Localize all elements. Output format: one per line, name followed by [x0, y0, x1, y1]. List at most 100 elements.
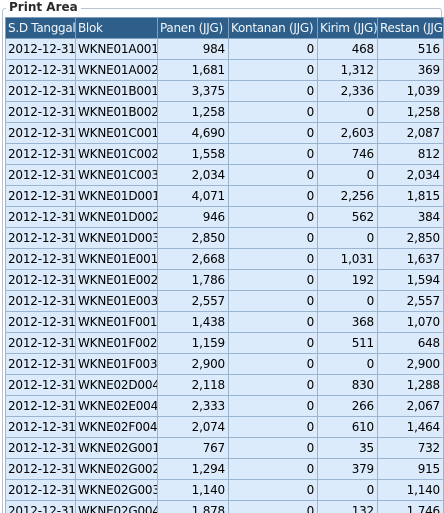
table-row[interactable]: 2012-12-31 WKNE01F002 1,159 0 511 648 — [5, 332, 444, 354]
cell-kirim: 0 — [317, 101, 378, 123]
cell-blok: WKNE01E003 — [75, 290, 158, 312]
table-row[interactable]: 2012-12-31 WKNE02G002 1,294 0 379 915 — [5, 458, 444, 480]
table-row[interactable]: 2012-12-31 WKNE01D003 2,850 0 0 2,850 — [5, 227, 444, 249]
cell-kontanan: 0 — [228, 500, 318, 513]
cell-kirim: 468 — [317, 38, 378, 60]
cell-sd-tanggal: 2012-12-31 — [5, 143, 76, 165]
table-row[interactable]: 2012-12-31 WKNE02G001 767 0 35 732 — [5, 437, 444, 459]
cell-restan: 732 — [377, 437, 444, 459]
cell-blok: WKNE01E001 — [75, 248, 158, 270]
column-header-kontanan[interactable]: Kontanan (JJG) — [228, 17, 318, 39]
table-row[interactable]: 2012-12-31 WKNE01C001 4,690 0 2,603 2,087 — [5, 122, 444, 144]
table-row[interactable]: 2012-12-31 WKNE01A002 1,681 0 1,312 369 — [5, 59, 444, 81]
table-row[interactable]: 2012-12-31 WKNE01F003 2,900 0 0 2,900 — [5, 353, 444, 375]
table-row[interactable]: 2012-12-31 WKNE02E004 2,333 0 266 2,067 — [5, 395, 444, 417]
table-row[interactable]: 2012-12-31 WKNE01C003 2,034 0 0 2,034 — [5, 164, 444, 186]
cell-kontanan: 0 — [228, 185, 318, 207]
cell-blok: WKNE01C001 — [75, 122, 158, 144]
cell-sd-tanggal: 2012-12-31 — [5, 500, 76, 513]
cell-kontanan: 0 — [228, 395, 318, 417]
cell-restan: 516 — [377, 38, 444, 60]
column-header-restan[interactable]: Restan (JJG) — [377, 17, 444, 39]
table-row[interactable]: 2012-12-31 WKNE01E001 2,668 0 1,031 1,637 — [5, 248, 444, 270]
cell-restan: 2,034 — [377, 164, 444, 186]
cell-blok: WKNE02G003 — [75, 479, 158, 501]
cell-kirim: 0 — [317, 479, 378, 501]
table-row[interactable]: 2012-12-31 WKNE02D004 2,118 0 830 1,288 — [5, 374, 444, 396]
cell-restan: 1,637 — [377, 248, 444, 270]
table-row[interactable]: 2012-12-31 WKNE01D002 946 0 562 384 — [5, 206, 444, 228]
cell-kontanan: 0 — [228, 458, 318, 480]
cell-restan: 812 — [377, 143, 444, 165]
cell-sd-tanggal: 2012-12-31 — [5, 38, 76, 60]
cell-kirim: 266 — [317, 395, 378, 417]
cell-sd-tanggal: 2012-12-31 — [5, 353, 76, 375]
cell-restan: 1,258 — [377, 101, 444, 123]
cell-sd-tanggal: 2012-12-31 — [5, 332, 76, 354]
cell-kirim: 511 — [317, 332, 378, 354]
cell-restan: 1,594 — [377, 269, 444, 291]
cell-restan: 369 — [377, 59, 444, 81]
cell-kirim: 192 — [317, 269, 378, 291]
cell-restan: 1,288 — [377, 374, 444, 396]
table-row[interactable]: 2012-12-31 WKNE01A001 984 0 468 516 — [5, 38, 444, 60]
cell-blok: WKNE01A002 — [75, 59, 158, 81]
table-row[interactable]: 2012-12-31 WKNE01F001 1,438 0 368 1,070 — [5, 311, 444, 333]
table-body: 2012-12-31 WKNE01A001 984 0 468 516 2012-12-31… — [5, 38, 444, 513]
cell-kirim: 0 — [317, 164, 378, 186]
table-row[interactable]: 2012-12-31 WKNE02G004 1,878 0 132 1,746 — [5, 500, 444, 513]
table-row[interactable]: 2012-12-31 WKNE01D001 4,071 0 2,256 1,815 — [5, 185, 444, 207]
cell-sd-tanggal: 2012-12-31 — [5, 290, 76, 312]
cell-restan: 648 — [377, 332, 444, 354]
cell-panen: 2,074 — [157, 416, 229, 438]
cell-panen: 1,438 — [157, 311, 229, 333]
cell-kirim: 0 — [317, 227, 378, 249]
cell-sd-tanggal: 2012-12-31 — [5, 269, 76, 291]
table-row[interactable]: 2012-12-31 WKNE01B002 1,258 0 0 1,258 — [5, 101, 444, 123]
cell-blok: WKNE01D003 — [75, 227, 158, 249]
cell-sd-tanggal: 2012-12-31 — [5, 311, 76, 333]
cell-sd-tanggal: 2012-12-31 — [5, 248, 76, 270]
table-row[interactable]: 2012-12-31 WKNE01C002 1,558 0 746 812 — [5, 143, 444, 165]
cell-panen: 4,071 — [157, 185, 229, 207]
table-row[interactable]: 2012-12-31 WKNE02F004 2,074 0 610 1,464 — [5, 416, 444, 438]
cell-panen: 1,558 — [157, 143, 229, 165]
cell-panen: 2,034 — [157, 164, 229, 186]
print-area-title: Print Area — [6, 0, 81, 14]
cell-restan: 1,464 — [377, 416, 444, 438]
cell-sd-tanggal: 2012-12-31 — [5, 164, 76, 186]
column-header-sd-tanggal[interactable]: S.D Tanggal — [5, 17, 76, 39]
cell-sd-tanggal: 2012-12-31 — [5, 80, 76, 102]
table-row[interactable]: 2012-12-31 WKNE01E002 1,786 0 192 1,594 — [5, 269, 444, 291]
column-header-blok[interactable]: Blok — [75, 17, 158, 39]
cell-blok: WKNE02F004 — [75, 416, 158, 438]
table-row[interactable]: 2012-12-31 WKNE01E003 2,557 0 0 2,557 — [5, 290, 444, 312]
cell-kirim: 1,031 — [317, 248, 378, 270]
cell-restan: 384 — [377, 206, 444, 228]
cell-sd-tanggal: 2012-12-31 — [5, 416, 76, 438]
cell-restan: 2,087 — [377, 122, 444, 144]
cell-kontanan: 0 — [228, 122, 318, 144]
cell-restan: 915 — [377, 458, 444, 480]
cell-restan: 1,140 — [377, 479, 444, 501]
cell-panen: 2,557 — [157, 290, 229, 312]
cell-blok: WKNE02G001 — [75, 437, 158, 459]
table-row[interactable]: 2012-12-31 WKNE02G003 1,140 0 0 1,140 — [5, 479, 444, 501]
cell-blok: WKNE02E004 — [75, 395, 158, 417]
cell-kontanan: 0 — [228, 290, 318, 312]
cell-restan: 2,067 — [377, 395, 444, 417]
cell-sd-tanggal: 2012-12-31 — [5, 101, 76, 123]
cell-sd-tanggal: 2012-12-31 — [5, 59, 76, 81]
cell-restan: 2,850 — [377, 227, 444, 249]
cell-blok: WKNE01F001 — [75, 311, 158, 333]
column-header-kirim[interactable]: Kirim (JJG) — [317, 17, 378, 39]
cell-panen: 1,681 — [157, 59, 229, 81]
cell-panen: 1,786 — [157, 269, 229, 291]
cell-kirim: 368 — [317, 311, 378, 333]
cell-blok: WKNE01F002 — [75, 332, 158, 354]
cell-kontanan: 0 — [228, 59, 318, 81]
cell-panen: 1,140 — [157, 479, 229, 501]
column-header-panen[interactable]: Panen (JJG) — [157, 17, 229, 39]
data-grid: S.D Tanggal Blok Panen (JJG) Kontanan (J… — [5, 17, 444, 513]
table-row[interactable]: 2012-12-31 WKNE01B001 3,375 0 2,336 1,039 — [5, 80, 444, 102]
